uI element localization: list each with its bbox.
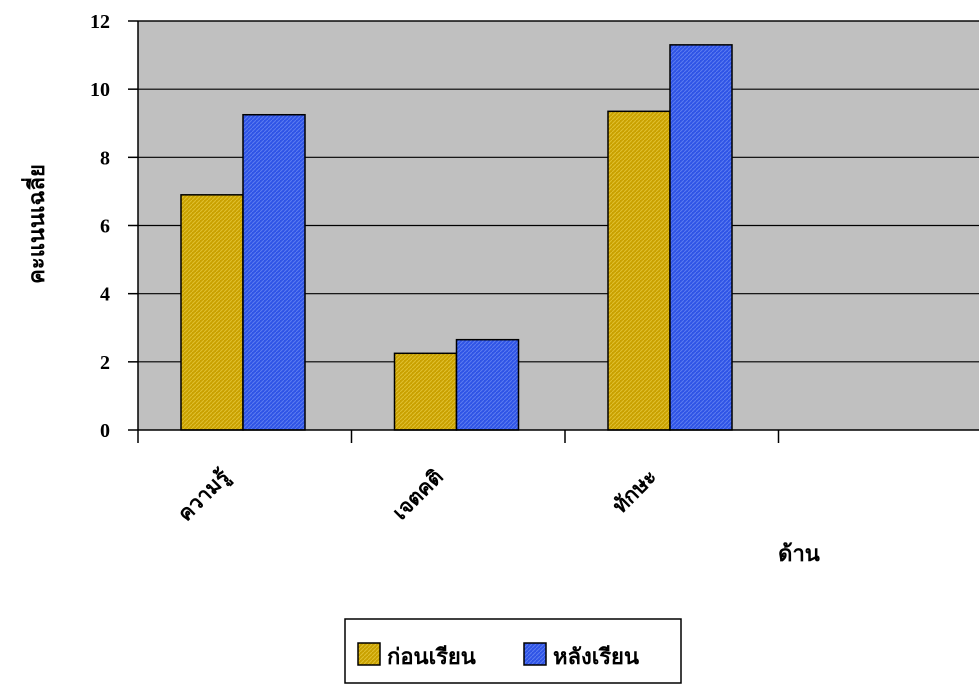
legend-swatch-series-2 [523,642,547,666]
bars [180,44,733,431]
x-tick-label: ทักษะ [608,465,662,519]
legend-label-series-1: ก่อนเรียน [387,645,476,670]
bar-2-2 [455,338,520,431]
bar-1-2 [393,352,458,431]
y-axis-title: คะแนนเฉลี่ย [20,164,50,284]
bar-2-1 [242,113,306,431]
bar-1-3 [607,110,671,431]
legend-label-series-2: หลังเรียน [553,645,639,670]
y-tick-label: 0 [100,420,110,442]
y-tick-label: 6 [100,216,110,238]
y-tick-label: 2 [100,352,110,374]
x-tick-label: ความรู้ [173,464,236,527]
bar-1-1 [180,194,244,431]
y-tick-label: 4 [100,284,110,306]
bar-2-3 [669,44,733,431]
x-axis-title: ด้าน [778,542,820,567]
y-tick-label: 8 [100,147,110,169]
y-tick-label: 10 [90,79,110,101]
legend: ก่อนเรียน หลังเรียน [344,618,682,684]
legend-box [344,618,682,684]
x-tick-label: เจตคติ [388,465,448,525]
y-tick-label: 12 [90,11,110,33]
legend-swatch-series-1 [357,642,381,666]
